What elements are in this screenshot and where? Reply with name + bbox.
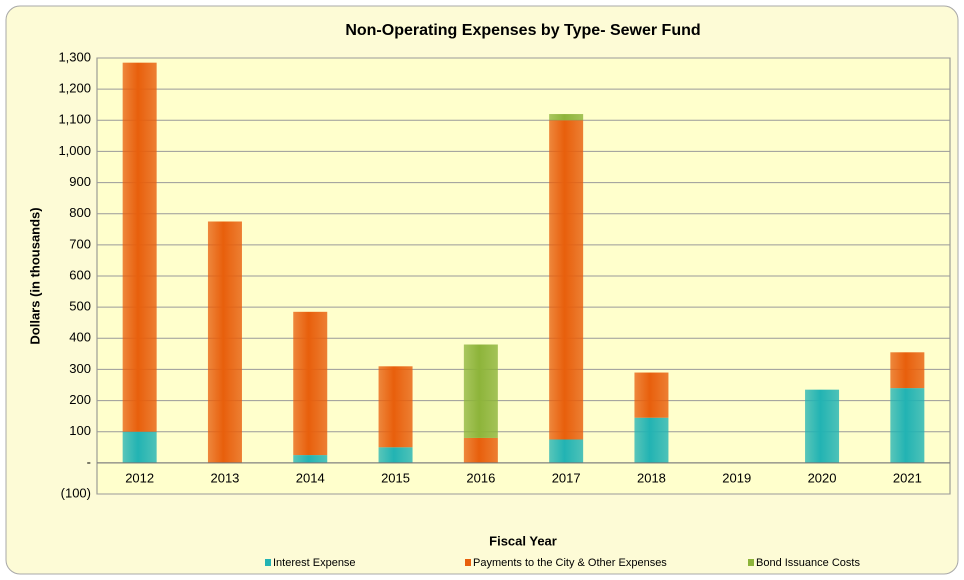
x-tick-label: 2018	[637, 470, 666, 485]
bar-segment	[378, 447, 413, 463]
y-tick-label: 900	[69, 174, 91, 189]
y-tick-label: 100	[69, 423, 91, 438]
y-tick-label: 1,200	[58, 81, 91, 96]
x-tick-label: 2013	[210, 470, 239, 485]
x-tick-label: 2014	[296, 470, 325, 485]
bar-segment	[549, 120, 584, 440]
y-tick-label: 700	[69, 236, 91, 251]
chart-title: Non-Operating Expenses by Type- Sewer Fu…	[345, 22, 700, 39]
legend-swatch	[748, 559, 754, 566]
bar-segment	[634, 372, 669, 418]
y-tick-label: 400	[69, 330, 91, 345]
bar-segment	[122, 431, 157, 463]
y-tick-label: 600	[69, 267, 91, 282]
bar-segment	[634, 417, 669, 463]
bar-segment	[463, 344, 498, 438]
y-tick-label: -	[87, 454, 91, 469]
x-tick-label: 2016	[466, 470, 495, 485]
y-tick-label: 1,300	[58, 49, 91, 64]
y-tick-label: (100)	[61, 485, 91, 500]
bar-segment	[378, 366, 413, 448]
y-tick-label: 200	[69, 392, 91, 407]
legend-label: Payments to the City & Other Expenses	[473, 557, 667, 569]
x-axis-title: Fiscal Year	[489, 533, 557, 548]
x-tick-label: 2019	[722, 470, 751, 485]
x-tick-label: 2021	[893, 470, 922, 485]
x-tick-label: 2017	[552, 470, 581, 485]
x-tick-label: 2012	[125, 470, 154, 485]
bar-segment	[293, 311, 328, 456]
y-tick-label: 300	[69, 361, 91, 376]
y-tick-label: 1,100	[58, 112, 91, 127]
legend-label: Bond Issuance Costs	[756, 557, 860, 569]
legend-swatch	[265, 559, 271, 566]
y-tick-label: 800	[69, 205, 91, 220]
bar-segment	[293, 455, 328, 463]
bar-segment	[549, 439, 584, 463]
x-tick-label: 2015	[381, 470, 410, 485]
legend-swatch	[465, 559, 471, 566]
bar-segment	[122, 62, 157, 432]
bar-segment	[890, 388, 925, 463]
legend-label: Interest Expense	[273, 557, 356, 569]
bar-segment	[890, 352, 925, 389]
y-tick-label: 1,000	[58, 143, 91, 158]
bar-segment	[463, 437, 498, 463]
y-tick-label: 500	[69, 299, 91, 314]
bar-segment	[549, 114, 584, 121]
bar-segment	[207, 221, 242, 463]
x-tick-label: 2020	[808, 470, 837, 485]
bar-segment	[805, 389, 840, 463]
y-axis-title: Dollars (in thousands)	[27, 207, 42, 344]
